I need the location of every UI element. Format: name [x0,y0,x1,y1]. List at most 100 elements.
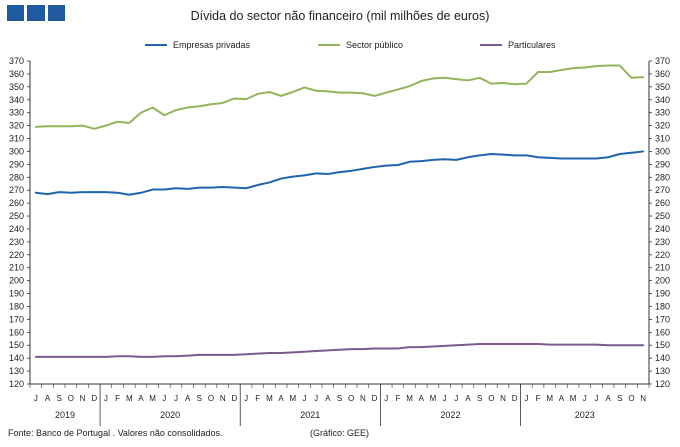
x-tick-label: N [640,394,646,403]
legend-swatch [480,44,502,46]
y-tick-label: 340 [9,95,24,105]
legend-swatch [145,44,167,46]
y-tick-label: 180 [9,301,24,311]
y-tick-label: 230 [9,237,24,247]
y-tick-label: 150 [9,340,24,350]
x-tick-label: A [185,394,191,403]
x-tick-label: J [34,394,38,403]
x-tick-label: D [231,394,237,403]
y-tick-label: 350 [9,82,24,92]
source-note: Fonte: Banco de Portugal . Valores não c… [8,428,223,438]
x-tick-label: O [208,394,214,403]
x-tick-label: J [524,394,528,403]
x-tick-label: O [348,394,354,403]
y-tick-label: 330 [655,108,670,118]
x-tick-label: M [126,394,133,403]
y-tick-label: 260 [9,198,24,208]
y-tick-label: 200 [9,276,24,286]
legend-label: Empresas privadas [173,40,251,50]
y-tick-label: 170 [9,314,24,324]
x-tick-label: N [360,394,366,403]
x-tick-label: J [594,394,598,403]
x-tick-label: J [302,394,306,403]
x-tick-label: M [266,394,273,403]
y-tick-label: 120 [655,379,670,389]
y-tick-label: 240 [9,224,24,234]
series-line-2 [34,342,645,358]
x-tick-label: F [115,394,120,403]
gee-logo-icon [7,5,65,21]
y-tick-label: 300 [9,146,24,156]
y-tick-label: 340 [655,95,670,105]
x-tick-label: F [395,394,400,403]
y-tick-label: 220 [9,250,24,260]
y-tick-label: 200 [655,276,670,286]
y-tick-label: 190 [655,289,670,299]
y-tick-label: 240 [655,224,670,234]
x-tick-label: J [454,394,458,403]
year-label: 2021 [300,410,320,420]
x-tick-label: M [149,394,156,403]
y-tick-label: 170 [655,314,670,324]
y-tick-label: 260 [655,198,670,208]
x-tick-label: A [465,394,471,403]
x-tick-label: A [45,394,51,403]
legend-label: Sector público [346,40,404,50]
x-tick-label: N [80,394,86,403]
x-tick-label: D [512,394,518,403]
x-tick-label: N [220,394,226,403]
chart-title: Dívida do sector não financeiro (mil mil… [190,9,490,23]
year-label: 2022 [440,410,460,420]
x-tick-label: M [546,394,553,403]
y-tick-label: 180 [655,301,670,311]
series-line-0 [34,150,645,196]
x-tick-label: J [244,394,248,403]
x-tick-label: A [419,394,425,403]
x-tick-label: J [174,394,178,403]
x-tick-label: A [325,394,331,403]
y-tick-label: 220 [655,250,670,260]
legend-item-empresas-privadas: Empresas privadas [145,40,250,50]
x-tick-label: D [91,394,97,403]
x-tick-label: J [314,394,318,403]
y-tick-label: 370 [9,56,24,66]
x-tick-label: F [255,394,260,403]
credit-note: (Gráfico: GEE) [310,428,370,438]
y-tick-label: 330 [9,108,24,118]
x-tick-label: J [583,394,587,403]
year-label: 2019 [55,410,75,420]
y-tick-label: 270 [655,185,670,195]
series-line-1 [34,64,645,130]
x-tick-label: A [138,394,144,403]
y-tick-label: 140 [655,353,670,363]
y-tick-label: 210 [655,263,670,273]
y-tick-label: 140 [9,353,24,363]
x-tick-label: A [605,394,611,403]
y-tick-label: 270 [9,185,24,195]
x-tick-label: J [104,394,108,403]
legend-swatch [318,44,340,46]
y-tick-label: 210 [9,263,24,273]
y-tick-label: 370 [655,56,670,66]
x-tick-label: J [443,394,447,403]
x-tick-label: S [197,394,202,403]
y-tick-label: 150 [655,340,670,350]
x-tick-label: D [372,394,378,403]
y-tick-label: 160 [655,327,670,337]
y-tick-label: 160 [9,327,24,337]
y-tick-label: 360 [655,69,670,79]
y-tick-label: 310 [655,134,670,144]
x-tick-label: M [406,394,413,403]
x-tick-label: M [570,394,577,403]
y-tick-label: 280 [9,172,24,182]
y-tick-label: 310 [9,134,24,144]
y-tick-label: 230 [655,237,670,247]
y-tick-label: 290 [655,159,670,169]
y-tick-label: 300 [655,146,670,156]
x-tick-label: O [628,394,634,403]
x-tick-label: N [500,394,506,403]
x-tick-label: A [278,394,284,403]
y-tick-label: 350 [655,82,670,92]
legend-item-sector-publico: Sector público [318,40,403,50]
